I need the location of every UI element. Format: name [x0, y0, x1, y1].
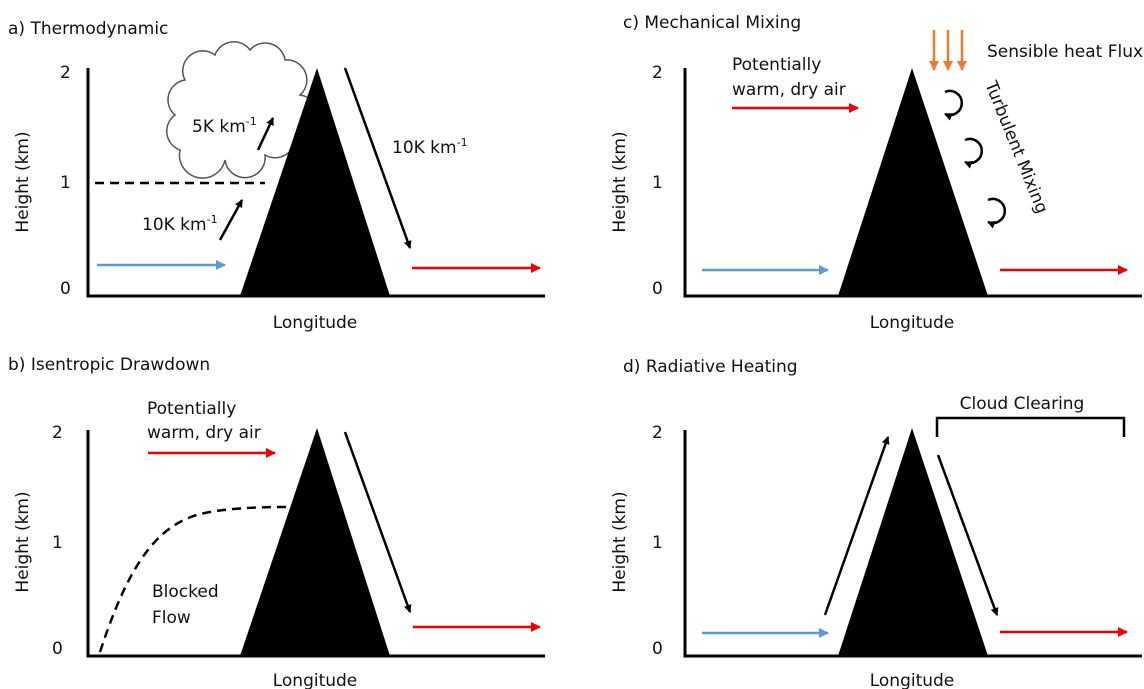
annotation: Turbulent Mixing: [980, 77, 1052, 216]
y-tick: 0: [652, 279, 663, 299]
label-text: 10K km: [392, 138, 457, 158]
panel-title: d) Radiative Heating: [623, 357, 798, 377]
y-tick: 1: [60, 173, 71, 193]
label-sup: -1: [246, 115, 257, 128]
x-axis-label: Longitude: [870, 313, 955, 333]
y-axis-label: Height (km): [13, 491, 33, 592]
lapse-rate-label: 10K km-1: [392, 136, 468, 158]
y-tick: 2: [652, 63, 663, 83]
turbulence-arrow: [944, 89, 963, 121]
mountain: [240, 428, 390, 656]
y-tick: 1: [652, 173, 663, 193]
y-tick: 2: [52, 423, 63, 443]
axes: [683, 430, 1142, 658]
x-axis-label: Longitude: [273, 671, 358, 689]
annotation: Flow: [152, 608, 191, 628]
y-axis-label: Height (km): [610, 491, 630, 592]
annotation: Sensible heat Flux: [987, 42, 1143, 62]
turbulence-arrow: [987, 197, 1006, 229]
label-text: 5K km: [192, 117, 246, 137]
y-tick: 0: [60, 279, 71, 299]
descent-arrow: [343, 67, 412, 249]
panel-title: a) Thermodynamic: [8, 19, 168, 39]
descent-arrow: [343, 431, 412, 613]
label-sup: -1: [457, 136, 468, 149]
x-axis-label: Longitude: [273, 313, 358, 333]
panel-a: a) Thermodynamic 2 1 0 Height (km) Longi…: [8, 19, 545, 333]
label-text: 10K km: [142, 215, 207, 235]
panel-d: d) Radiative Heating 2 1 0 Height (km) L…: [610, 357, 1142, 689]
y-tick: 1: [52, 533, 63, 553]
axes: [683, 68, 1142, 298]
panel-c: c) Mechanical Mixing 2 1 0 Height (km) L…: [610, 13, 1143, 333]
axes: [86, 430, 545, 658]
y-tick: 0: [52, 639, 63, 659]
annotation: Potentially: [732, 55, 821, 75]
y-tick: 2: [60, 63, 71, 83]
y-axis-label: Height (km): [610, 131, 630, 232]
turbulence-arrow: [964, 137, 983, 169]
dashed-curve: [98, 505, 293, 653]
annotation: Cloud Clearing: [960, 394, 1085, 414]
mountain: [240, 68, 390, 296]
x-axis-label: Longitude: [870, 671, 955, 689]
label-sup: -1: [207, 213, 218, 226]
ascent-arrow: [823, 436, 890, 616]
panel-b: b) Isentropic Drawdown 2 1 0 Height (km)…: [8, 355, 545, 689]
panel-title: b) Isentropic Drawdown: [8, 355, 210, 375]
bracket: [935, 416, 1126, 437]
descent-arrow: [936, 454, 999, 616]
y-tick: 0: [652, 639, 663, 659]
cloud: [166, 41, 319, 179]
ascent-arrow: [256, 117, 275, 151]
axes: [86, 68, 545, 298]
annotation: Potentially: [147, 399, 236, 419]
y-tick: 2: [652, 423, 663, 443]
annotation: warm, dry air: [732, 80, 846, 100]
annotation: warm, dry air: [147, 423, 261, 443]
mountain: [838, 68, 988, 296]
ascent-arrow: [218, 199, 244, 241]
mountain: [838, 428, 988, 656]
y-tick: 1: [652, 533, 663, 553]
panel-title: c) Mechanical Mixing: [623, 13, 801, 33]
lapse-rate-label: 5K km-1: [192, 115, 257, 137]
annotation: Blocked: [152, 582, 219, 602]
y-axis-label: Height (km): [13, 131, 33, 232]
lapse-rate-label: 10K km-1: [142, 213, 218, 235]
